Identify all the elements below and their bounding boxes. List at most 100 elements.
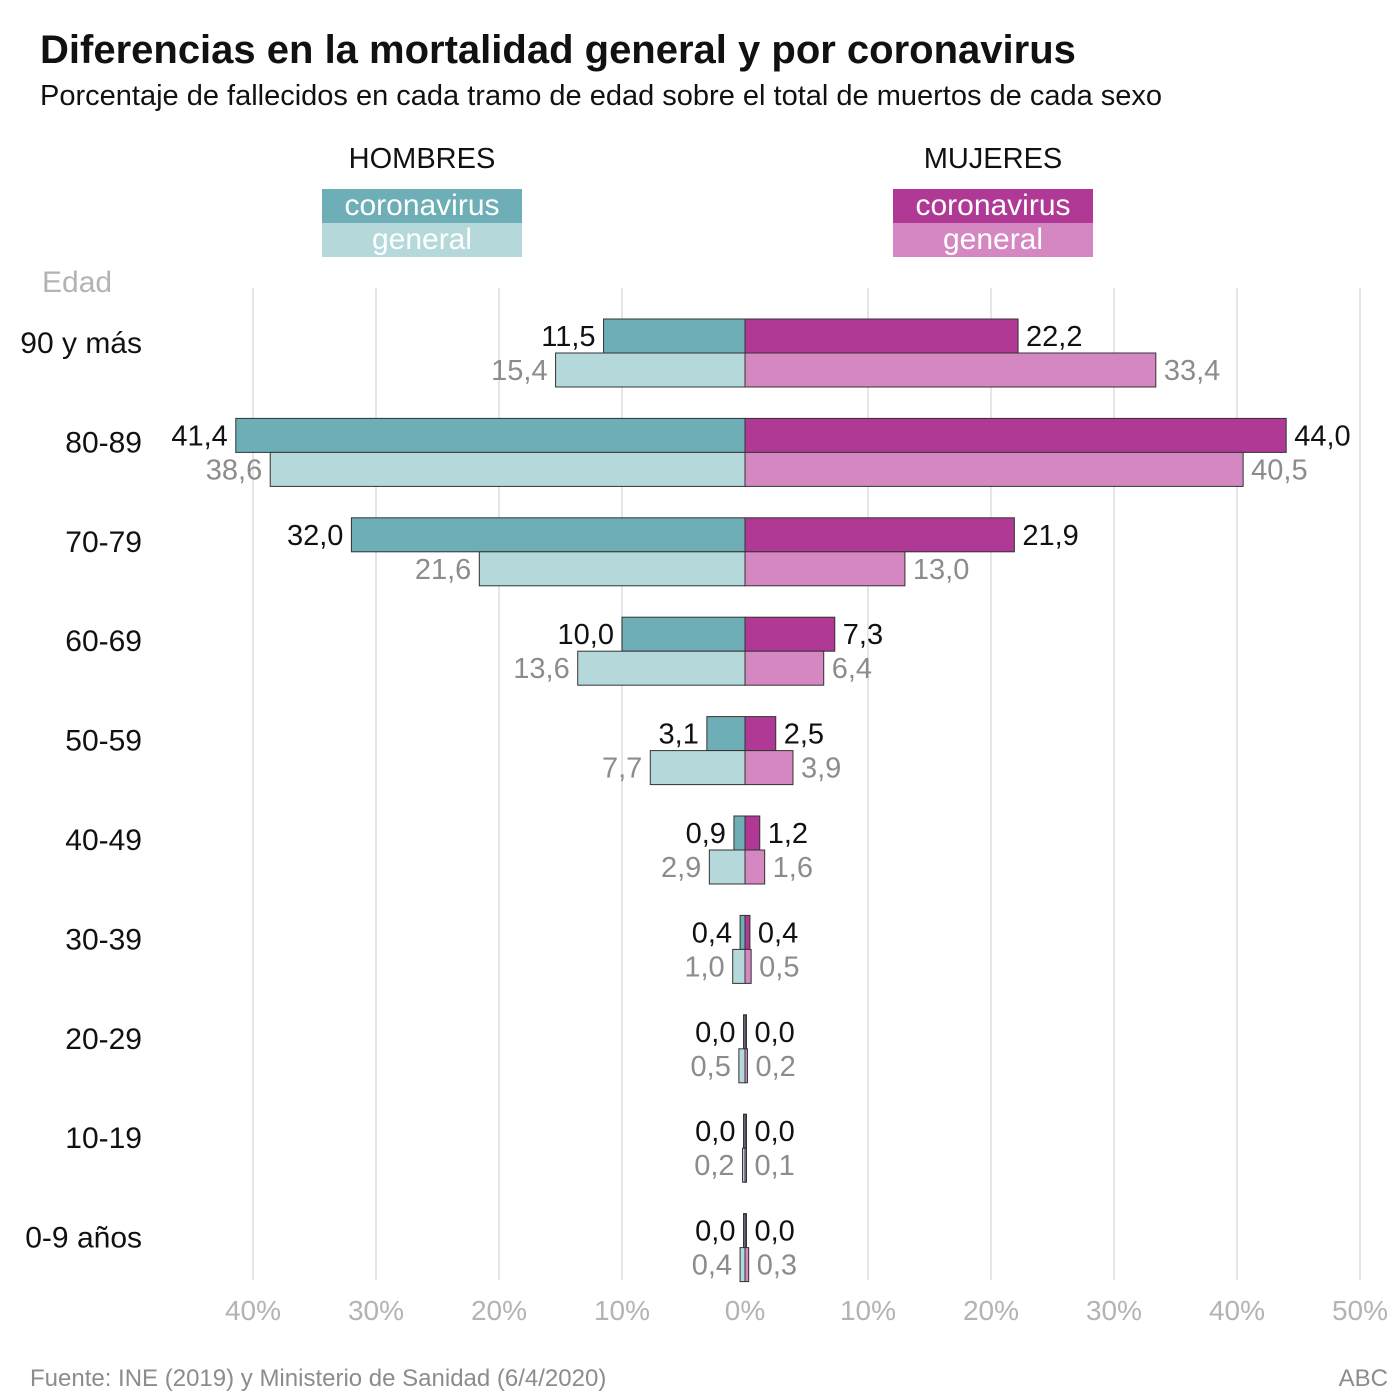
data-label: 13,0 (913, 554, 969, 586)
data-label: 0,0 (695, 1216, 735, 1248)
bar-men-general (555, 352, 746, 388)
data-label: 2,5 (784, 719, 824, 751)
x-tick-label: 30% (348, 1295, 404, 1326)
data-label: 0,0 (755, 1216, 795, 1248)
bar-women-coronavirus (744, 517, 1015, 553)
x-tick-label: 10% (594, 1295, 650, 1326)
data-label: 0,1 (755, 1150, 795, 1182)
bar-men-general (269, 451, 746, 487)
bar-women-coronavirus (744, 417, 1287, 453)
chart-title: Diferencias en la mortalidad general y p… (40, 28, 1076, 72)
bar-men-general (708, 849, 746, 885)
source-note: Fuente: INE (2019) y Ministerio de Sanid… (30, 1365, 607, 1392)
legend-men-coronavirus: coronavirus (322, 189, 522, 223)
x-tick-label: 20% (471, 1295, 527, 1326)
data-label: 2,9 (661, 852, 701, 884)
bar-women-general (744, 451, 1244, 487)
data-label: 0,2 (694, 1150, 734, 1182)
bar-women-general (744, 849, 766, 885)
legend-women-general: general (893, 223, 1093, 257)
chart-subtitle: Porcentaje de fallecidos en cada tramo d… (40, 80, 1163, 112)
age-category-label: 10-19 (65, 1122, 142, 1155)
data-label: 0,4 (692, 917, 732, 949)
bar-men-coronavirus (235, 417, 746, 453)
data-label: 32,0 (287, 520, 343, 552)
data-label: 21,9 (1022, 520, 1078, 552)
bar-women-coronavirus (744, 815, 761, 851)
data-label: 1,2 (768, 818, 808, 850)
age-category-label: 0-9 años (25, 1222, 142, 1255)
data-label: 3,1 (659, 719, 699, 751)
data-label: 22,2 (1026, 321, 1082, 353)
bar-women-coronavirus (744, 716, 777, 752)
data-label: 44,0 (1294, 420, 1350, 452)
bar-women-coronavirus (744, 1213, 747, 1249)
x-tick-label: 50% (1332, 1295, 1388, 1326)
legend-women-coronavirus: coronavirus (893, 189, 1093, 223)
data-label: 1,6 (773, 852, 813, 884)
bar-women-coronavirus (744, 616, 836, 652)
age-category-label: 80-89 (65, 426, 142, 459)
bar-women-general (744, 352, 1157, 388)
bar-women-coronavirus (744, 914, 751, 950)
data-label: 0,0 (695, 1116, 735, 1148)
brand-label: ABC (1338, 1365, 1388, 1392)
bar-men-coronavirus (350, 517, 746, 553)
bar-men-general (478, 551, 746, 587)
x-tick-label: 40% (1209, 1295, 1265, 1326)
data-label: 41,4 (171, 420, 227, 452)
bar-women-coronavirus (744, 318, 1019, 354)
data-label: 21,6 (415, 554, 471, 586)
bar-men-general (732, 948, 746, 984)
data-label: 0,0 (755, 1116, 795, 1148)
data-label: 0,5 (759, 951, 799, 983)
data-label: 1,0 (684, 951, 724, 983)
age-category-label: 20-29 (65, 1023, 142, 1056)
data-label: 0,5 (691, 1051, 731, 1083)
x-tick-label: 10% (840, 1295, 896, 1326)
data-label: 11,5 (541, 321, 595, 353)
legend-hombres-heading: HOMBRES (348, 143, 496, 175)
data-label: 0,4 (758, 917, 798, 949)
data-label: 0,9 (686, 818, 726, 850)
x-tick-label: 20% (963, 1295, 1019, 1326)
bar-men-general (577, 650, 746, 686)
data-label: 0,0 (695, 1017, 735, 1049)
legend-men-general: general (322, 223, 522, 257)
age-category-label: 50-59 (65, 725, 142, 758)
bar-women-general (744, 650, 825, 686)
bar-men-coronavirus (739, 914, 746, 950)
bar-men-coronavirus (621, 616, 746, 652)
data-label: 13,6 (513, 653, 569, 685)
bar-women-general (744, 1147, 747, 1183)
data-label: 3,9 (801, 753, 841, 785)
x-tick-label: 40% (225, 1295, 281, 1326)
data-label: 0,4 (692, 1250, 732, 1282)
data-label: 15,4 (491, 355, 547, 387)
bar-women-general (744, 1247, 750, 1283)
bar-women-general (744, 750, 794, 786)
data-label: 10,0 (558, 619, 614, 651)
bar-men-coronavirus (733, 815, 746, 851)
data-label: 0,3 (757, 1250, 797, 1282)
bar-women-coronavirus (744, 1113, 747, 1149)
data-label: 0,0 (755, 1017, 795, 1049)
data-label: 7,3 (843, 619, 883, 651)
age-category-label: 90 y más (20, 327, 142, 360)
bar-women-coronavirus (744, 1014, 747, 1050)
x-tick-label: 0% (725, 1295, 765, 1326)
age-category-label: 70-79 (65, 526, 142, 559)
bar-men-general (739, 1247, 746, 1283)
bar-men-coronavirus (706, 716, 746, 752)
y-axis-label: Edad (42, 266, 113, 299)
age-category-label: 60-69 (65, 625, 142, 658)
data-label: 7,7 (602, 753, 642, 785)
x-tick-label: 30% (1086, 1295, 1142, 1326)
data-label: 6,4 (832, 653, 872, 685)
data-label: 0,2 (755, 1051, 795, 1083)
bar-women-general (744, 948, 752, 984)
bar-women-general (744, 551, 906, 587)
bar-men-general (649, 750, 746, 786)
data-label: 38,6 (206, 454, 262, 486)
